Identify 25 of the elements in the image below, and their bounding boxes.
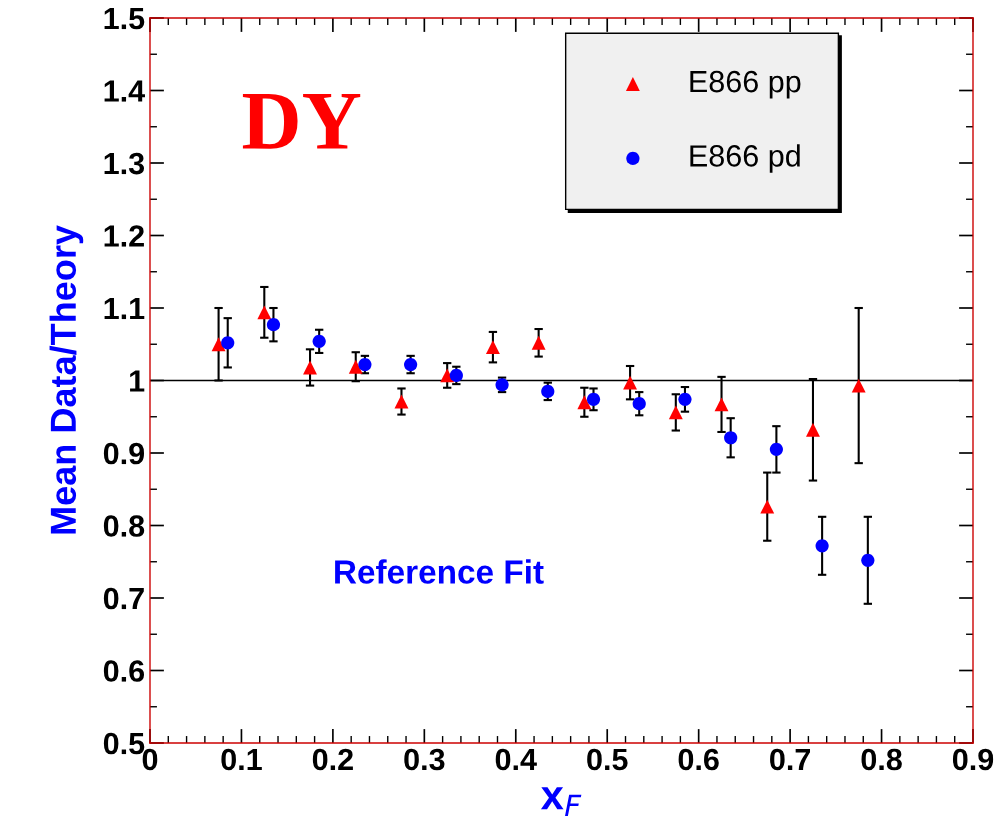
- y-tick-label: 1.4: [104, 80, 145, 102]
- y-tick-label: 1.2: [104, 225, 144, 247]
- y-axis-title: Mean Data/Theory: [49, 225, 84, 534]
- legend-label: E866 pd: [690, 144, 800, 173]
- x-tick-label: 0.8: [861, 748, 902, 771]
- x-axis-title: x$_{F}$: [540, 787, 582, 817]
- x-tick-label: 0.9: [952, 748, 994, 771]
- x-tick-label: 0.7: [770, 748, 811, 771]
- legend-label: E866 pp: [690, 70, 801, 99]
- y-tick-label: 1: [130, 370, 145, 392]
- x-tick-label: 0.3: [404, 748, 445, 771]
- x-tick-label: 0.5: [587, 748, 628, 771]
- annotation: DY: [242, 93, 361, 149]
- y-tick-label: 1.3: [104, 152, 145, 175]
- y-tick-label: 0.6: [103, 660, 145, 682]
- y-tick-label: 1.5: [104, 8, 145, 30]
- y-tick-label: 0.9: [103, 442, 145, 465]
- x-tick-label: 0.1: [221, 748, 262, 771]
- x-tick-label: 0.4: [495, 748, 537, 771]
- annotation: Reference Fit: [335, 559, 544, 584]
- x-tick-label: 0.6: [678, 748, 719, 771]
- x-tick-label: 0.2: [312, 748, 353, 771]
- y-tick-label: 1.1: [104, 298, 145, 320]
- y-tick-label: 0.8: [103, 515, 145, 537]
- y-tick-label: 0.7: [103, 587, 144, 610]
